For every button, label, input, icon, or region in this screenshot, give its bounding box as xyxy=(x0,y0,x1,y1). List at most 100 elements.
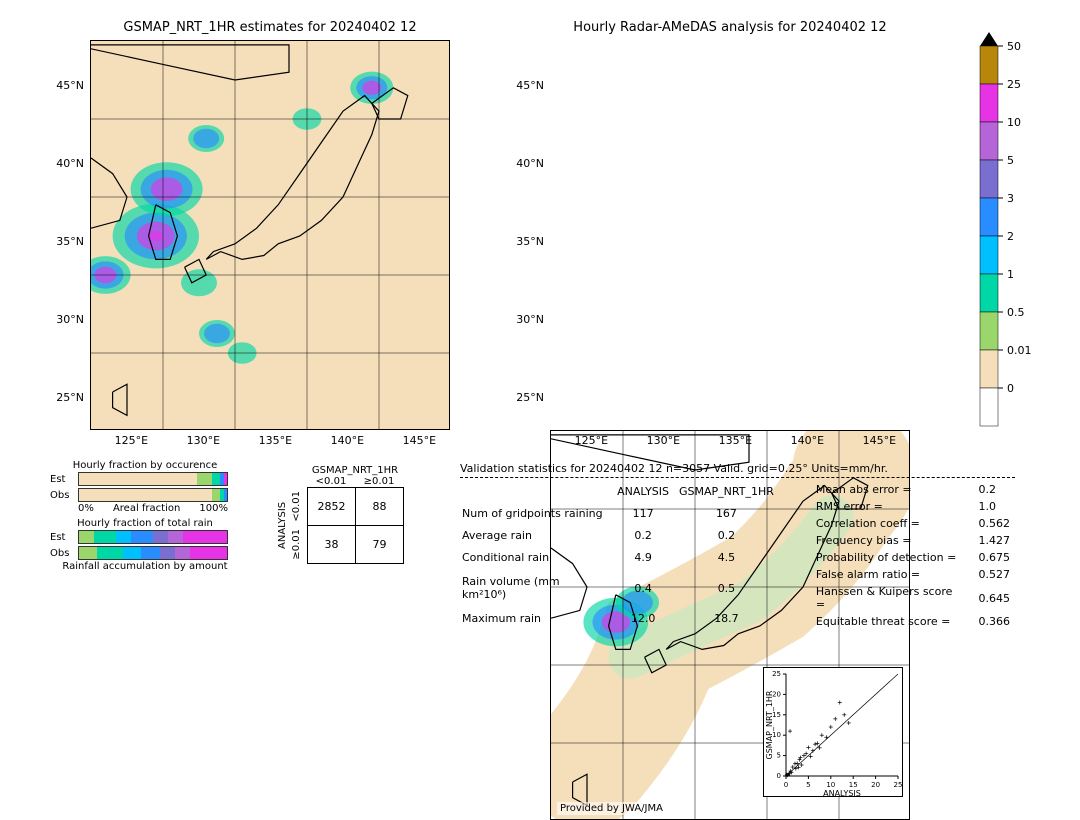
est-label: Est xyxy=(50,474,78,485)
metric-row: RMS error = 1.0 xyxy=(816,499,1018,514)
svg-text:0: 0 xyxy=(784,781,788,789)
bar-segment xyxy=(79,547,97,559)
right-map-panel: Hourly Radar-AMeDAS analysis for 2024040… xyxy=(550,20,910,39)
bar-segment xyxy=(190,547,227,559)
svg-text:1: 1 xyxy=(1007,268,1014,281)
bar-segment xyxy=(168,531,183,543)
svg-text:3: 3 xyxy=(1007,192,1014,205)
cont-row-title: ANALYSIS xyxy=(277,487,291,564)
colorbar: 50 25 10 5 3 2 1 0.5 0.01 0 xyxy=(970,30,1060,440)
svg-text:2: 2 xyxy=(1007,230,1014,243)
bar-segment xyxy=(141,547,160,559)
stats-row: Average rain0.20.2 xyxy=(462,526,782,546)
svg-text:25: 25 xyxy=(894,781,903,789)
svg-text:GSMAP_NRT_1HR: GSMAP_NRT_1HR xyxy=(765,690,774,759)
left-map-title: GSMAP_NRT_1HR estimates for 20240402 12 xyxy=(90,20,450,35)
ytick: 45°N xyxy=(516,79,544,92)
scatter-inset: 00551010151520202525ANALYSISGSMAP_NRT_1H… xyxy=(763,667,903,797)
left-map xyxy=(90,40,450,430)
svg-text:0: 0 xyxy=(1007,382,1014,395)
metric-row: Equitable threat score = 0.366 xyxy=(816,614,1018,629)
stats-row: Rain volume (mm km²10⁶)0.40.5 xyxy=(462,570,782,607)
bar-segment xyxy=(224,489,227,501)
bar-segment xyxy=(224,473,227,485)
xtick: 140°E xyxy=(331,434,364,447)
svg-text:50: 50 xyxy=(1007,40,1021,53)
stats-left-table: ANALYSISGSMAP_NRT_1HR Num of gridpoints … xyxy=(460,480,784,631)
occ-xmax: 100% xyxy=(199,503,228,514)
ytick: 45°N xyxy=(56,79,84,92)
right-map-title: Hourly Radar-AMeDAS analysis for 2024040… xyxy=(550,20,910,35)
metric-row: Frequency bias = 1.427 xyxy=(816,533,1018,548)
svg-text:15: 15 xyxy=(849,781,858,789)
bar-segment xyxy=(97,547,124,559)
svg-text:20: 20 xyxy=(871,781,880,789)
bar-segment xyxy=(197,473,212,485)
stats-col2: GSMAP_NRT_1HR xyxy=(679,482,782,502)
ytick: 35°N xyxy=(516,235,544,248)
svg-text:25: 25 xyxy=(1007,78,1021,91)
metric-row: False alarm ratio = 0.527 xyxy=(816,567,1018,582)
bar-segment xyxy=(175,547,190,559)
stats-title: Validation statistics for 20240402 12 n=… xyxy=(460,462,1020,475)
est-label2: Est xyxy=(50,532,78,543)
metric-row: Probability of detection = 0.675 xyxy=(816,550,1018,565)
svg-text:0: 0 xyxy=(777,772,781,780)
metric-row: Mean abs error = 0.2 xyxy=(816,482,1018,497)
ytick: 25°N xyxy=(516,391,544,404)
cont-11: 79 xyxy=(356,526,404,564)
bar-segment xyxy=(153,531,168,543)
svg-text:0.01: 0.01 xyxy=(1007,344,1032,357)
bar-segment xyxy=(123,547,141,559)
stats-row: Num of gridpoints raining117167 xyxy=(462,504,782,524)
obs-label: Obs xyxy=(50,490,78,501)
svg-text:5: 5 xyxy=(777,752,781,760)
occurrence-obs-bar xyxy=(78,488,228,502)
stats-panel: Validation statistics for 20240402 12 n=… xyxy=(460,462,1020,631)
svg-text:10: 10 xyxy=(826,781,835,789)
stats-col1: ANALYSIS xyxy=(617,482,677,502)
bar-segment xyxy=(116,531,131,543)
xtick: 130°E xyxy=(187,434,220,447)
stats-row: Conditional rain4.94.5 xyxy=(462,548,782,568)
svg-text:0.5: 0.5 xyxy=(1007,306,1025,319)
metric-row: Hanssen & Kuipers score = 0.645 xyxy=(816,584,1018,612)
metric-row: Correlation coeff = 0.562 xyxy=(816,516,1018,531)
ytick: 40°N xyxy=(56,157,84,170)
bar-segment xyxy=(212,473,219,485)
bar-segment xyxy=(79,489,212,501)
ytick: 35°N xyxy=(56,235,84,248)
cont-ch0: <0.01 xyxy=(316,476,347,487)
cont-rh0: <0.01 xyxy=(291,491,307,522)
totalrain-title: Hourly fraction of total rain xyxy=(50,518,240,529)
ytick: 30°N xyxy=(56,313,84,326)
bar-segment xyxy=(212,489,219,501)
cont-01: 88 xyxy=(356,488,404,526)
xtick: 135°E xyxy=(259,434,292,447)
stats-divider xyxy=(460,477,1015,478)
bar-segment xyxy=(160,547,175,559)
totalrain-footer: Rainfall accumulation by amount xyxy=(50,561,240,572)
occ-xmin: 0% xyxy=(78,503,94,514)
svg-text:5: 5 xyxy=(806,781,810,789)
obs-label2: Obs xyxy=(50,548,78,559)
svg-text:ANALYSIS: ANALYSIS xyxy=(823,789,861,798)
bar-segment xyxy=(131,531,153,543)
totalrain-obs-bar xyxy=(78,546,228,560)
occurrence-panel: Hourly fraction by occurence Est Obs 0% … xyxy=(50,460,240,572)
right-map-axes: 125°E130°E135°E140°E145°E25°N30°N35°N40°… xyxy=(550,40,910,430)
occurrence-title: Hourly fraction by occurence xyxy=(50,460,240,471)
left-map-panel: GSMAP_NRT_1HR estimates for 20240402 12 xyxy=(90,20,450,39)
xtick: 145°E xyxy=(403,434,436,447)
svg-text:25: 25 xyxy=(772,670,781,678)
occ-xlabel: Areal fraction xyxy=(113,503,180,514)
totalrain-est-bar xyxy=(78,530,228,544)
occurrence-est-bar xyxy=(78,472,228,486)
cont-rh1: ≥0.01 xyxy=(291,529,307,560)
svg-text:5: 5 xyxy=(1007,154,1014,167)
cont-col-title: GSMAP_NRT_1HR xyxy=(307,465,403,476)
svg-text:10: 10 xyxy=(1007,116,1021,129)
xtick: 125°E xyxy=(115,434,148,447)
stats-metrics-table: Mean abs error = 0.2 RMS error = 1.0 Corre… xyxy=(814,480,1020,631)
bar-segment xyxy=(79,473,197,485)
